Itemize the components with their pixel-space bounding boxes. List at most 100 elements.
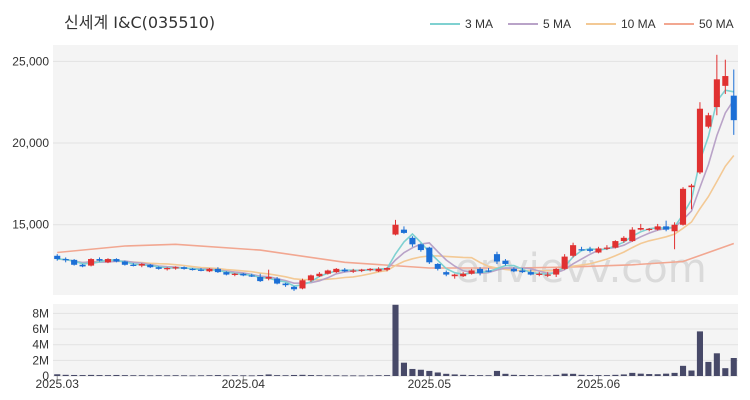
candle xyxy=(722,59,729,95)
volume-bar xyxy=(443,373,450,376)
volume-bar xyxy=(713,353,720,376)
volume-bar xyxy=(434,372,441,376)
candle xyxy=(375,267,382,273)
candle xyxy=(181,266,188,270)
ma5-line xyxy=(57,99,735,285)
candle-body xyxy=(248,275,255,277)
volume-bar xyxy=(181,375,188,377)
candle-body xyxy=(671,224,678,232)
candle-body xyxy=(375,268,382,272)
volume-bar xyxy=(333,375,340,377)
volume-bar xyxy=(400,362,408,376)
volume-bar xyxy=(113,374,120,376)
volume-bar xyxy=(248,375,255,377)
candle-body xyxy=(138,263,145,266)
volume-bar xyxy=(510,374,517,376)
candle-body xyxy=(333,268,340,273)
candle xyxy=(688,183,695,210)
candle-body xyxy=(392,224,399,235)
legend-label: 10 MA xyxy=(621,17,656,31)
volume-bar xyxy=(620,374,627,376)
candle-body xyxy=(688,185,695,188)
volume-bar xyxy=(367,375,374,377)
candle-body xyxy=(240,273,247,276)
candle-body xyxy=(79,264,86,267)
volume-bar xyxy=(730,358,737,376)
candle xyxy=(612,240,619,249)
candle xyxy=(646,228,653,232)
candle xyxy=(663,220,670,232)
volume-bar xyxy=(104,375,112,376)
volume-bar xyxy=(679,365,687,376)
volume-bar xyxy=(231,375,238,377)
candle xyxy=(553,268,560,278)
price-axis: 15,000 20,000 25,000 xyxy=(12,54,738,232)
volume-bar xyxy=(451,374,458,376)
candle xyxy=(54,254,61,261)
volume-bar xyxy=(299,374,306,376)
candle-body xyxy=(172,267,179,269)
candle-body xyxy=(570,245,577,256)
candle-body xyxy=(147,264,154,268)
candle-body xyxy=(130,264,137,266)
candle xyxy=(324,269,331,275)
candle-body xyxy=(460,273,467,277)
candle-body xyxy=(646,228,653,231)
candle-body xyxy=(696,108,703,173)
candle xyxy=(654,223,661,231)
volume-bar xyxy=(493,370,501,376)
candle-body xyxy=(485,270,492,272)
candle-body xyxy=(206,268,213,272)
volume-bar xyxy=(527,375,534,376)
candle xyxy=(88,258,95,267)
candle xyxy=(409,236,416,247)
volume-bar xyxy=(130,375,137,377)
candle xyxy=(679,187,687,226)
candle xyxy=(358,268,365,273)
volume-bar xyxy=(637,373,644,376)
volume-bar xyxy=(290,374,298,376)
candle-body xyxy=(155,267,162,269)
candle-body xyxy=(96,259,103,261)
legend-label: 50 MA xyxy=(699,17,734,31)
volume-bar xyxy=(206,375,213,377)
volume-bar xyxy=(409,368,416,376)
candle xyxy=(231,272,238,277)
volume-bar xyxy=(324,375,331,377)
candle xyxy=(713,54,720,116)
volume-bar xyxy=(88,374,95,376)
candle-body xyxy=(502,260,509,264)
volume-bar xyxy=(138,375,145,377)
candle xyxy=(603,245,610,251)
volume-bar xyxy=(79,375,86,376)
candle-body xyxy=(713,79,720,108)
candle-body xyxy=(730,95,737,121)
volume-bar xyxy=(172,375,179,377)
candle-body xyxy=(62,259,69,261)
candle-body xyxy=(113,259,120,262)
candle xyxy=(223,271,230,276)
candle-body xyxy=(510,268,517,272)
volume-bar xyxy=(570,373,577,376)
candle-body xyxy=(383,268,391,270)
candle-body xyxy=(282,283,289,286)
candle-body xyxy=(400,229,408,233)
candle-body xyxy=(341,269,348,272)
candle xyxy=(696,102,703,175)
volume-bar xyxy=(375,375,382,377)
candle-body xyxy=(164,268,171,270)
candle xyxy=(561,254,568,270)
candle-body xyxy=(121,261,128,265)
candle xyxy=(383,267,391,272)
volume-bar xyxy=(341,375,348,377)
volume-bar xyxy=(54,374,61,376)
legend-item: 3 MA xyxy=(430,17,493,31)
candle xyxy=(113,258,120,263)
candle xyxy=(629,227,636,242)
candle xyxy=(637,223,644,231)
volume-bar xyxy=(417,369,424,376)
candle xyxy=(172,266,179,270)
candle xyxy=(493,251,501,264)
candle xyxy=(671,222,678,250)
